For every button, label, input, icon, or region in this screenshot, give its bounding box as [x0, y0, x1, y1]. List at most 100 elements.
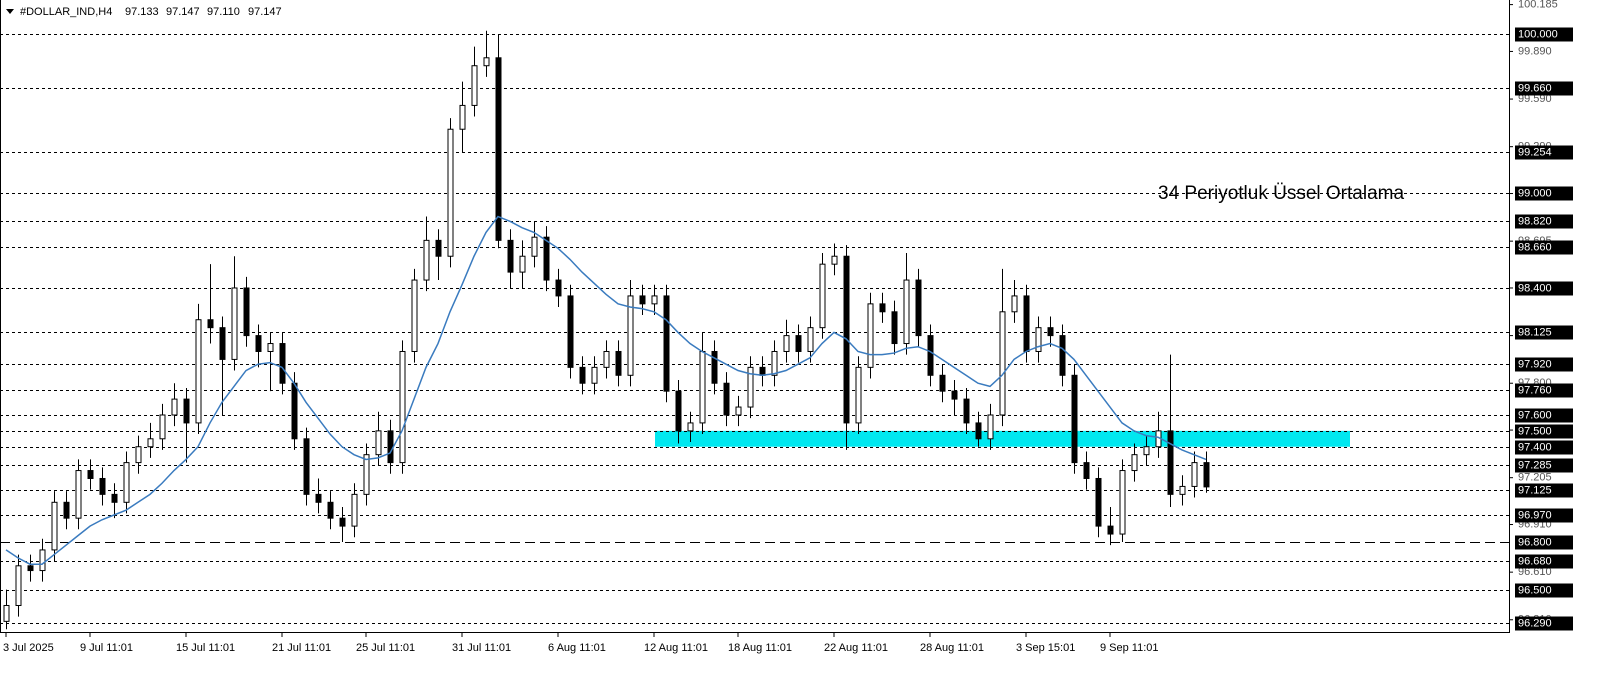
level-label-box [1515, 408, 1573, 423]
candle-body [783, 335, 790, 352]
level-label-box [1515, 81, 1573, 96]
level-label: 96.970 [1518, 509, 1552, 521]
level-label-box [1515, 424, 1573, 439]
level-label: 98.125 [1518, 326, 1552, 338]
level-label-box [1515, 483, 1573, 498]
x-tick-label: 18 Aug 11:01 [728, 642, 792, 654]
candle-body [615, 350, 622, 376]
level-label-box [1515, 281, 1573, 296]
candle-body [507, 239, 514, 273]
level-label: 96.500 [1518, 584, 1552, 596]
x-tick-label: 28 Aug 11:01 [920, 642, 984, 654]
candle-body [1119, 470, 1126, 535]
candle-body [87, 470, 94, 479]
x-tick-label: 3 Sep 15:01 [1016, 642, 1075, 654]
candle-body [363, 454, 370, 495]
level-label: 98.820 [1518, 215, 1552, 227]
candle-body [99, 477, 106, 495]
x-tick-label: 25 Jul 11:01 [356, 642, 415, 654]
collapse-arrow[interactable] [6, 9, 14, 14]
level-label-box [1515, 325, 1573, 340]
quote-high: 97.147 [166, 6, 200, 18]
candle-body [111, 493, 118, 503]
candle-body [495, 57, 502, 241]
candle-body [243, 287, 250, 337]
candle-body [327, 501, 334, 519]
candle-body [831, 255, 838, 265]
level-label: 97.285 [1518, 459, 1552, 471]
level-label-box [1515, 145, 1573, 160]
x-tick-label: 6 Aug 11:01 [548, 642, 606, 654]
candle-body [1131, 454, 1138, 472]
candle-body [663, 295, 670, 392]
x-tick-label: 15 Jul 11:01 [176, 642, 235, 654]
candle-body [207, 319, 214, 329]
candle-body [1035, 327, 1042, 352]
candle-body [63, 501, 70, 519]
candle-body [903, 279, 910, 345]
candle-body [591, 366, 598, 384]
candle-body [687, 422, 694, 432]
level-label-box [1515, 214, 1573, 229]
candle-body [135, 446, 142, 464]
candle-body [735, 406, 742, 416]
candle-body [927, 335, 934, 376]
candle-body [1083, 462, 1090, 479]
symbol-title: #DOLLAR_IND,H4 [20, 6, 112, 18]
y-tick-label: 99.890 [1518, 45, 1552, 57]
candle-body [795, 335, 802, 352]
candle-body [147, 438, 154, 448]
candle-body [699, 350, 706, 424]
level-label: 97.600 [1518, 409, 1552, 421]
candle-body [1107, 525, 1114, 535]
level-label: 100.000 [1518, 28, 1558, 40]
level-label: 96.290 [1518, 617, 1552, 629]
candle-body [1047, 327, 1054, 337]
candle-body [375, 430, 382, 456]
candle-body [555, 279, 562, 297]
candle-body [747, 366, 754, 408]
candle-body [579, 366, 586, 384]
candle-body [1095, 477, 1102, 527]
candle-body [483, 57, 490, 67]
level-label: 96.680 [1518, 555, 1552, 567]
candle-body [543, 236, 550, 281]
candle-body [531, 236, 538, 257]
x-tick-label: 21 Jul 11:01 [272, 642, 331, 654]
level-label-box [1515, 240, 1573, 255]
candle-body [1023, 295, 1030, 352]
level-label: 99.000 [1518, 187, 1552, 199]
candle-body [219, 327, 226, 360]
candle-body [1203, 462, 1210, 488]
x-tick-label: 9 Jul 11:01 [80, 642, 133, 654]
candle-body [651, 295, 658, 305]
level-label-box [1515, 357, 1573, 372]
level-label: 97.920 [1518, 358, 1552, 370]
candle-body [159, 414, 166, 440]
candle-body [519, 255, 526, 273]
candle-body [1179, 485, 1186, 495]
candle-body [75, 470, 82, 519]
x-tick-label: 31 Jul 11:01 [452, 642, 511, 654]
level-label-box [1515, 583, 1573, 598]
candle-body [771, 350, 778, 376]
level-label: 98.400 [1518, 282, 1552, 294]
level-label-box [1515, 27, 1573, 42]
candle-body [1071, 374, 1078, 464]
level-label: 97.760 [1518, 384, 1552, 396]
candle-body [759, 366, 766, 376]
candle-body [915, 279, 922, 337]
candle-body [891, 311, 898, 345]
candle-body [27, 565, 34, 572]
quote-low: 97.110 [207, 6, 240, 18]
candle-body [459, 104, 466, 130]
candle-body [627, 295, 634, 376]
candle-body [723, 382, 730, 416]
candle-body [939, 374, 946, 392]
candle-body [51, 501, 58, 551]
quote-open: 97.133 [125, 6, 159, 18]
candle-body [15, 565, 22, 606]
candle-body [435, 239, 442, 257]
candle-body [171, 398, 178, 416]
